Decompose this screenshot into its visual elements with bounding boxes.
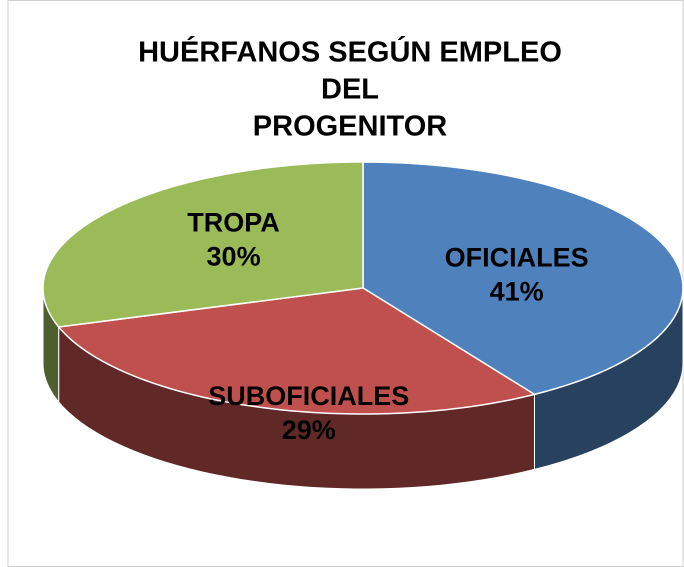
slice-label: OFICIALES [445,242,589,272]
chart-title: PROGENITOR [253,111,447,143]
chart-title: DEL [321,74,379,106]
slice [362,161,684,396]
slice [57,287,537,415]
pie [42,161,684,490]
value-label: 41% [490,276,544,306]
value-label: 30% [207,241,261,271]
chart-title: HUÉRFANOS SEGÚN EMPLEO [138,35,562,69]
slice-label: TROPA [187,207,280,237]
value-label: 29% [282,415,336,445]
slice-label: SUBOFICIALES [208,381,409,411]
slice [42,161,364,328]
